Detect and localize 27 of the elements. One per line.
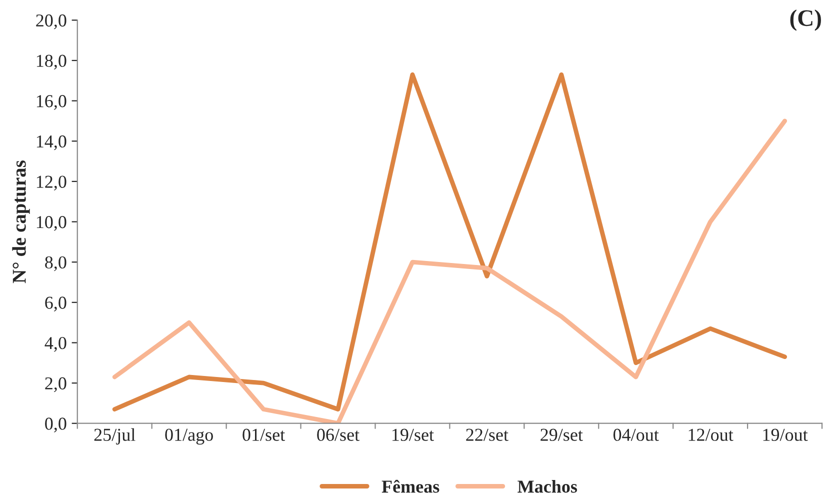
x-tick-label: 12/out <box>688 428 734 441</box>
x-tick-label: 01/set <box>242 428 285 441</box>
y-tick-label: 20,0 <box>36 14 66 30</box>
line-series <box>112 72 788 412</box>
y-tick-label: 0,0 <box>45 418 66 432</box>
x-tick-label: 25/jul <box>94 428 136 445</box>
legend-label: Fêmeas <box>382 480 440 493</box>
y-tick-label: 18,0 <box>36 54 66 70</box>
y-tick-label: 6,0 <box>45 296 66 312</box>
y-tick-label: 8,0 <box>45 256 66 272</box>
x-tick-label: 19/set <box>392 428 434 441</box>
x-tick-label: 06/set <box>317 428 360 441</box>
annotation: (C) <box>790 9 821 31</box>
y-tick-label: 12,0 <box>36 176 66 190</box>
y-tick-label: 16,0 <box>36 95 66 110</box>
x-tick-label: 29/set <box>540 428 583 441</box>
x-tick-label: 22/set <box>466 428 508 441</box>
x-tick-label: 01/ago <box>165 428 213 445</box>
line-series <box>112 118 788 424</box>
x-tick-label: 04/out <box>613 428 659 441</box>
y-axis-title: N° de capturas <box>12 160 30 284</box>
y-tick-label: 4,0 <box>44 336 66 352</box>
y-tick-label: 2,0 <box>45 377 66 392</box>
y-tick-label: 10,0 <box>36 216 66 231</box>
y-tick-label: 14,0 <box>36 135 66 150</box>
legend-label: Machos <box>518 480 578 493</box>
x-tick-label: 19/out <box>763 428 808 441</box>
